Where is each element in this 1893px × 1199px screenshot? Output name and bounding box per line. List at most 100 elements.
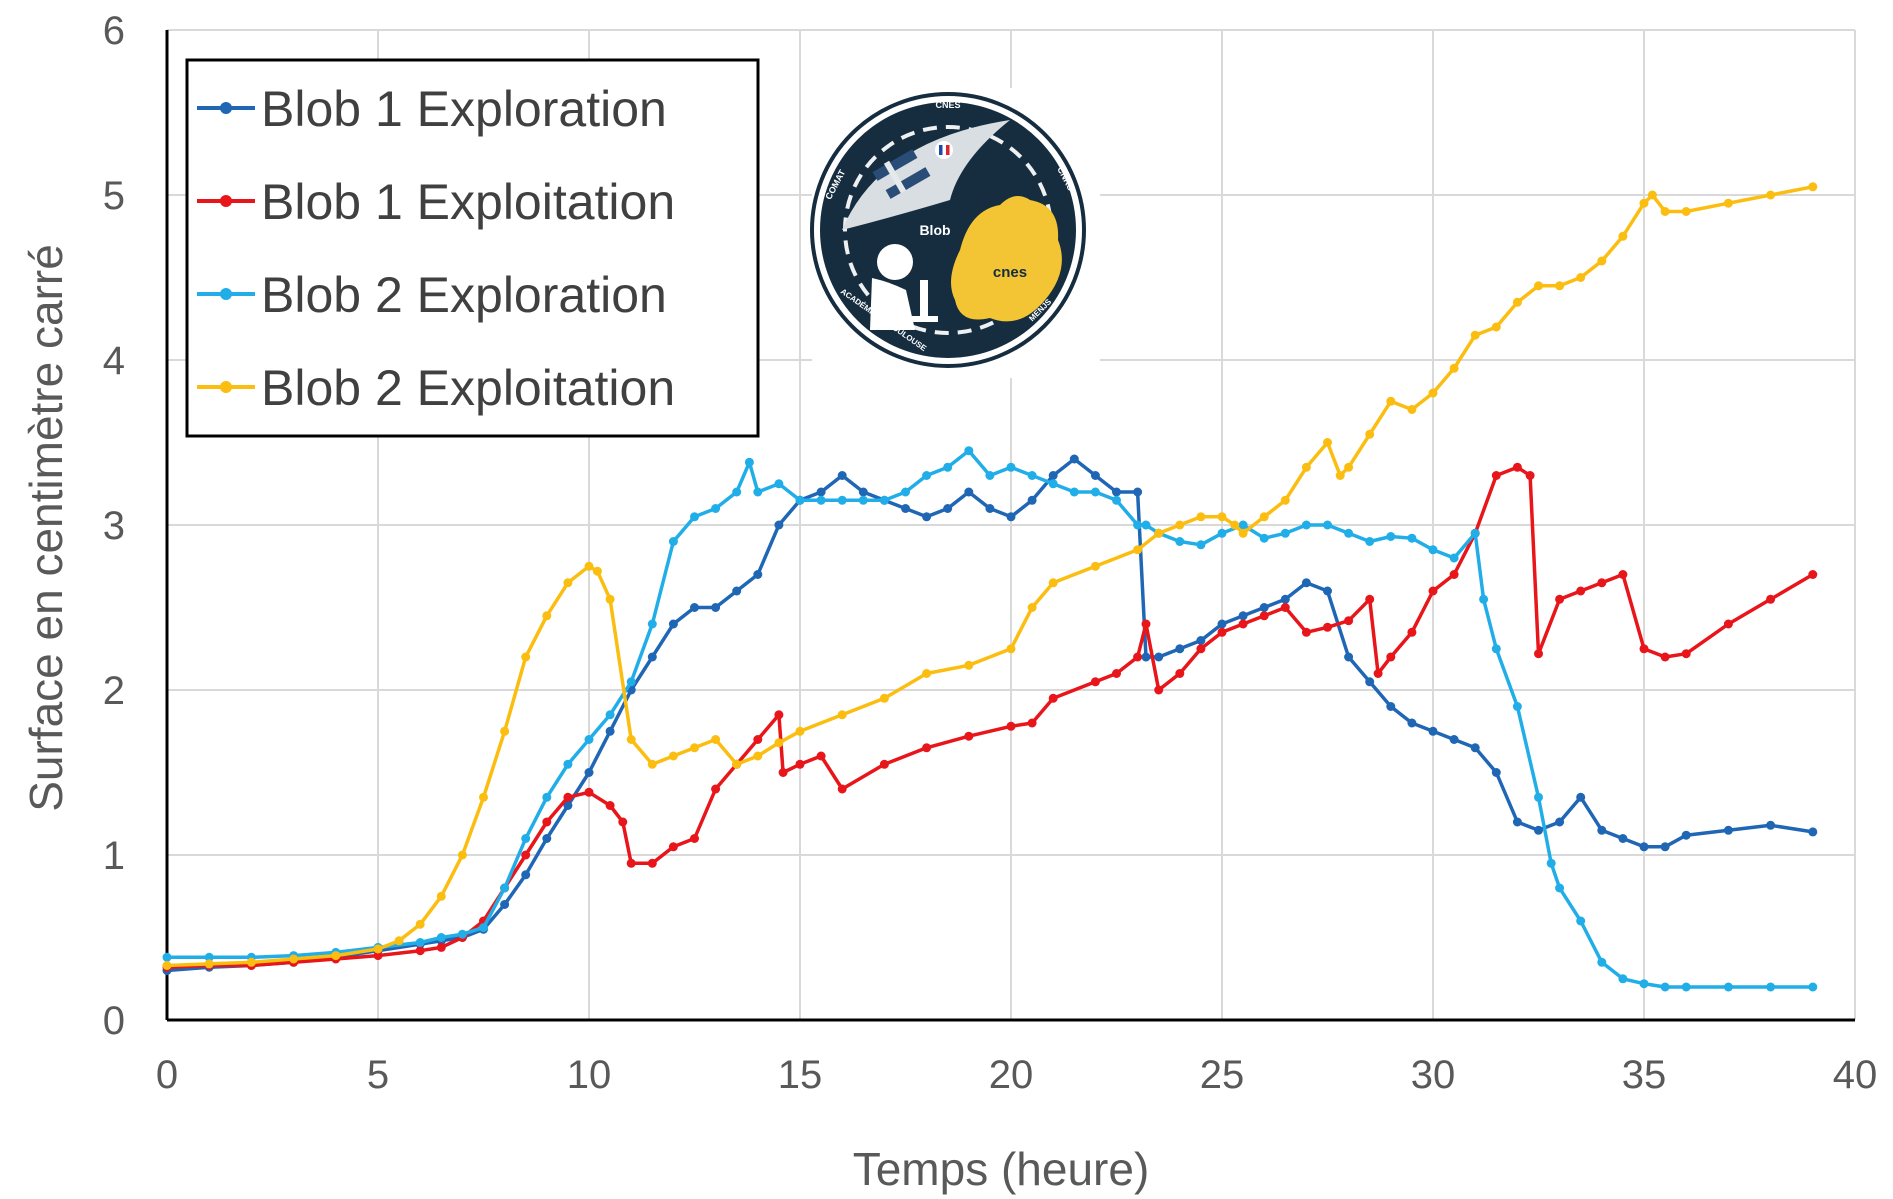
- series-3-point: [521, 834, 531, 843]
- logo-top-label: CNES: [935, 100, 960, 110]
- series-3-point: [1681, 982, 1691, 992]
- y-tick-label-0: 0: [103, 999, 125, 1043]
- series-1-point: [1618, 834, 1628, 843]
- series-2-point: [1238, 619, 1248, 629]
- series-2-point: [436, 942, 446, 952]
- series-2-point: [1449, 570, 1459, 579]
- series-line-3: [167, 448, 1813, 989]
- series-3-point: [753, 487, 763, 497]
- series-1-point: [1470, 743, 1480, 753]
- series-4-point: [1766, 190, 1776, 200]
- series-1-point: [985, 504, 995, 513]
- legend-item-1: Blob 1 Exploration: [197, 81, 667, 137]
- series-4-point: [1238, 528, 1248, 538]
- series-3-point: [1301, 520, 1311, 530]
- series-2-point: [1808, 570, 1818, 579]
- series-3-point: [1280, 528, 1290, 538]
- series-4-point: [1660, 207, 1670, 216]
- series-3-point: [1479, 594, 1489, 604]
- series-4-point: [479, 792, 488, 802]
- series-3-point: [457, 929, 467, 939]
- series-2-point: [563, 792, 573, 802]
- series-2-point: [1301, 627, 1311, 637]
- series-3-point: [1546, 858, 1556, 868]
- series-3-point: [774, 479, 784, 489]
- series-2-point: [605, 801, 615, 810]
- x-tick-label-6: 30: [1411, 1053, 1456, 1097]
- series-1-point: [1141, 652, 1151, 662]
- series-3: [162, 446, 1818, 992]
- series-3-point: [922, 471, 932, 480]
- y-tick-label-3: 3: [103, 504, 125, 548]
- series-4-point: [162, 961, 172, 970]
- series-1-point: [1534, 825, 1543, 835]
- series-2-point: [1639, 644, 1649, 654]
- series-3-point: [668, 537, 678, 546]
- series-1-point: [542, 834, 552, 843]
- series-2-point: [774, 710, 784, 720]
- x-tick-label-8: 40: [1833, 1053, 1878, 1097]
- scientist-silhouette-icon: [870, 244, 938, 330]
- y-axis-title: Surface en centimètre carré: [20, 244, 72, 812]
- series-2-point: [1766, 594, 1776, 604]
- series-1-point: [922, 512, 932, 522]
- series-4-point: [1280, 495, 1290, 505]
- series-2-point: [795, 759, 805, 769]
- series-3-point: [1639, 979, 1649, 989]
- series-2-point: [964, 731, 974, 741]
- series-4-point: [711, 735, 721, 744]
- series-4-point: [1217, 512, 1227, 522]
- series-4-point: [394, 936, 404, 946]
- flag-badge-icon: [935, 141, 953, 159]
- series-3-point: [879, 495, 889, 505]
- series-4-point: [204, 959, 214, 969]
- series-1-point: [1576, 792, 1586, 802]
- legend-label: Blob 2 Exploration: [261, 267, 667, 323]
- series-4-point: [563, 578, 573, 588]
- series-1-point: [964, 487, 974, 497]
- series-2-point: [1259, 611, 1269, 621]
- series-2-point: [1525, 471, 1535, 480]
- series-2-point: [1386, 652, 1396, 662]
- series-4-point: [1027, 603, 1037, 612]
- series-2-point: [1133, 652, 1143, 662]
- series-4-point: [1259, 512, 1269, 522]
- series-2-point: [1280, 603, 1290, 612]
- series-1-point: [1766, 820, 1776, 830]
- series-2-point: [711, 784, 721, 794]
- series-1-point: [1280, 594, 1290, 604]
- series-4-point: [331, 951, 341, 961]
- series-2-point: [1027, 718, 1037, 728]
- series-4-point: [542, 611, 552, 621]
- series-4-point: [647, 759, 657, 769]
- series-4-point: [1154, 528, 1164, 538]
- series-3-point: [744, 457, 754, 467]
- series-4-point: [1386, 396, 1396, 406]
- series-3-point: [1323, 520, 1332, 530]
- series-1-point: [943, 504, 953, 513]
- x-tick-label-4: 20: [989, 1053, 1034, 1097]
- series-3-point: [1259, 533, 1269, 543]
- series-3-point: [1006, 462, 1016, 472]
- series-4-point: [500, 726, 510, 736]
- series-3-point: [1512, 702, 1522, 711]
- series-3-point: [1534, 792, 1543, 802]
- series-1-point: [1681, 830, 1691, 840]
- series-2-point: [1512, 462, 1522, 472]
- series-3-point: [162, 952, 172, 962]
- series-1-point: [1555, 817, 1565, 827]
- series-2-point: [1723, 619, 1733, 629]
- series-2-point: [373, 951, 383, 961]
- series-3-point: [1618, 974, 1628, 984]
- x-tick-label-3: 15: [778, 1053, 823, 1097]
- y-tick-label-2: 2: [103, 669, 125, 713]
- series-4-point: [246, 957, 256, 967]
- series-3-point: [1449, 553, 1459, 563]
- series-3-point: [1027, 471, 1037, 480]
- series-2-point: [1373, 669, 1383, 678]
- series-2-point: [584, 787, 594, 797]
- legend-item-4: Blob 2 Exploitation: [197, 360, 675, 416]
- x-tick-label-2: 10: [567, 1053, 612, 1097]
- legend-label: Blob 1 Exploitation: [261, 174, 675, 230]
- x-axis-title: Temps (heure): [853, 1143, 1150, 1195]
